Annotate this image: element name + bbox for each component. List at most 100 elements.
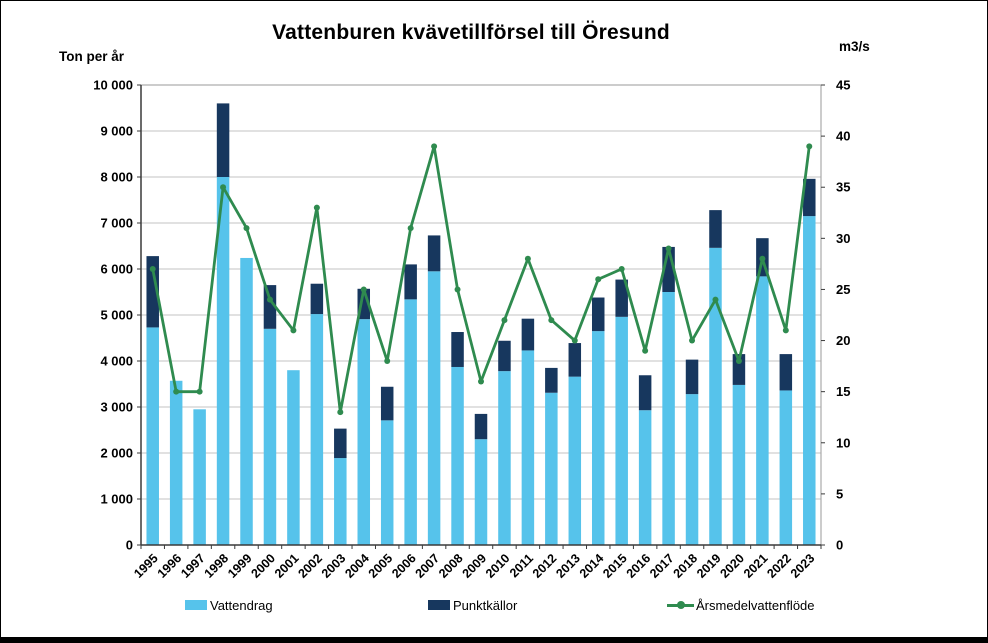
x-tick-label: 1997 <box>178 551 208 581</box>
bar-vattendrag <box>193 409 206 545</box>
y-tick-label-right: 5 <box>836 486 843 501</box>
x-tick-label: 2016 <box>624 551 654 581</box>
y-tick-label-left: 3 000 <box>100 400 133 415</box>
bar-punktkallor <box>451 332 464 367</box>
flow-marker <box>782 327 789 334</box>
bar-punktkallor <box>615 279 628 317</box>
bar-punktkallor <box>474 413 488 440</box>
x-tick-label: 2019 <box>694 551 724 581</box>
flow-marker <box>524 255 531 262</box>
bar-vattendrag <box>685 394 699 545</box>
bar-vattendrag <box>451 366 464 545</box>
bar-vattendrag <box>357 319 371 545</box>
bar-punktkallor <box>732 354 746 385</box>
flow-marker <box>220 184 227 191</box>
y-tick-label-right: 35 <box>836 180 850 195</box>
flow-marker <box>759 255 766 262</box>
bar-punktkallor <box>545 367 558 393</box>
y-tick-label-left: 1 000 <box>100 492 133 507</box>
flow-marker <box>735 358 742 364</box>
x-tick-label: 2000 <box>249 551 279 581</box>
flow-marker <box>454 286 461 293</box>
bar-punktkallor <box>638 375 652 411</box>
bar-vattendrag <box>521 350 535 545</box>
x-tick-label: 2007 <box>413 551 443 581</box>
flow-marker <box>266 296 273 303</box>
y-tick-label-left: 2 000 <box>100 446 133 461</box>
x-tick-label: 1996 <box>155 551 185 581</box>
bar-punktkallor <box>380 386 394 421</box>
bottom-border <box>1 637 987 642</box>
x-tick-label: 1999 <box>225 551 255 581</box>
x-tick-label: 1998 <box>202 551 232 581</box>
bar-vattendrag <box>709 247 722 545</box>
bar-punktkallor <box>263 285 277 329</box>
bar-vattendrag <box>779 390 793 545</box>
bar-vattendrag <box>803 216 816 545</box>
legend-line-marker-icon <box>677 601 685 609</box>
bar-vattendrag <box>216 177 230 545</box>
x-tick-label: 2012 <box>530 551 560 581</box>
bar-punktkallor <box>709 210 722 248</box>
legend-item-punktkallor: Punktkällor <box>428 597 517 613</box>
y-tick-label-left: 5 000 <box>100 308 133 323</box>
flow-marker <box>173 388 180 395</box>
x-tick-label: 2017 <box>647 551 677 581</box>
y-tick-label-right: 0 <box>836 538 843 553</box>
bar-vattendrag <box>474 439 488 545</box>
y-tick-label-left: 9 000 <box>100 124 133 139</box>
right-axis-unit-label: m3/s <box>839 39 870 54</box>
flow-marker <box>501 317 508 324</box>
x-tick-label: 2015 <box>600 551 630 581</box>
bar-vattendrag <box>169 380 183 545</box>
bar-punktkallor <box>591 297 605 332</box>
flow-marker <box>548 317 555 324</box>
x-tick-label: 2004 <box>342 551 372 581</box>
bar-vattendrag <box>146 327 159 545</box>
y-tick-label-left: 10 000 <box>93 78 133 93</box>
legend-swatch-vattendrag <box>185 600 207 610</box>
bar-vattendrag <box>591 331 605 545</box>
bar-punktkallor <box>568 343 582 377</box>
x-tick-label: 2011 <box>507 551 536 580</box>
flow-marker <box>407 225 414 232</box>
y-tick-label-right: 25 <box>836 282 850 297</box>
x-tick-label: 2022 <box>764 551 794 581</box>
flow-marker <box>313 204 320 211</box>
chart-title: Vattenburen kvävetillförsel till Öresund <box>272 21 670 44</box>
x-tick-label: 2010 <box>483 551 513 581</box>
flow-marker <box>337 409 344 416</box>
flow-marker <box>290 327 297 334</box>
y-tick-label-left: 7 000 <box>100 216 133 231</box>
flow-marker <box>595 276 602 283</box>
flow-marker <box>642 347 649 354</box>
bar-punktkallor <box>498 340 511 372</box>
flow-marker <box>712 296 719 303</box>
legend-item-arsmedelvattenflode: Årsmedelvattenflöde <box>667 597 815 613</box>
y-tick-label-right: 30 <box>836 231 850 246</box>
x-tick-label: 2023 <box>788 551 818 581</box>
legend-label-vattendrag: Vattendrag <box>210 597 273 613</box>
x-tick-label: 2008 <box>436 551 466 581</box>
x-tick-label: 2002 <box>295 551 325 581</box>
flow-marker <box>478 378 484 385</box>
x-tick-label: 2020 <box>717 551 747 581</box>
flow-marker <box>431 143 438 150</box>
x-tick-label: 2005 <box>366 551 396 581</box>
flow-marker <box>243 225 250 232</box>
legend-label-punktkallor: Punktkällor <box>453 597 518 613</box>
bar-punktkallor <box>427 235 441 272</box>
flow-marker <box>360 286 367 293</box>
x-tick-label: 1995 <box>131 551 161 581</box>
bar-vattendrag <box>756 276 769 545</box>
bar-vattendrag <box>638 410 652 545</box>
bar-punktkallor <box>685 359 699 395</box>
legend-swatch-punktkallor <box>428 600 450 610</box>
bar-vattendrag <box>498 371 511 545</box>
bar-vattendrag <box>310 314 324 545</box>
bar-punktkallor <box>779 354 793 391</box>
bar-vattendrag <box>404 299 417 545</box>
y-tick-label-right: 40 <box>836 129 850 144</box>
